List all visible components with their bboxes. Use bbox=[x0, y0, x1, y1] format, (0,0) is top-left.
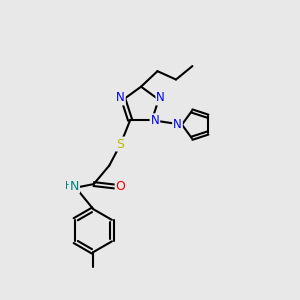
Text: O: O bbox=[116, 180, 125, 193]
Text: N: N bbox=[151, 114, 159, 127]
Text: S: S bbox=[117, 138, 124, 151]
Text: N: N bbox=[116, 92, 125, 104]
Text: H: H bbox=[65, 181, 73, 191]
Text: N: N bbox=[156, 92, 165, 104]
Text: N: N bbox=[70, 180, 79, 193]
Text: N: N bbox=[173, 118, 182, 131]
